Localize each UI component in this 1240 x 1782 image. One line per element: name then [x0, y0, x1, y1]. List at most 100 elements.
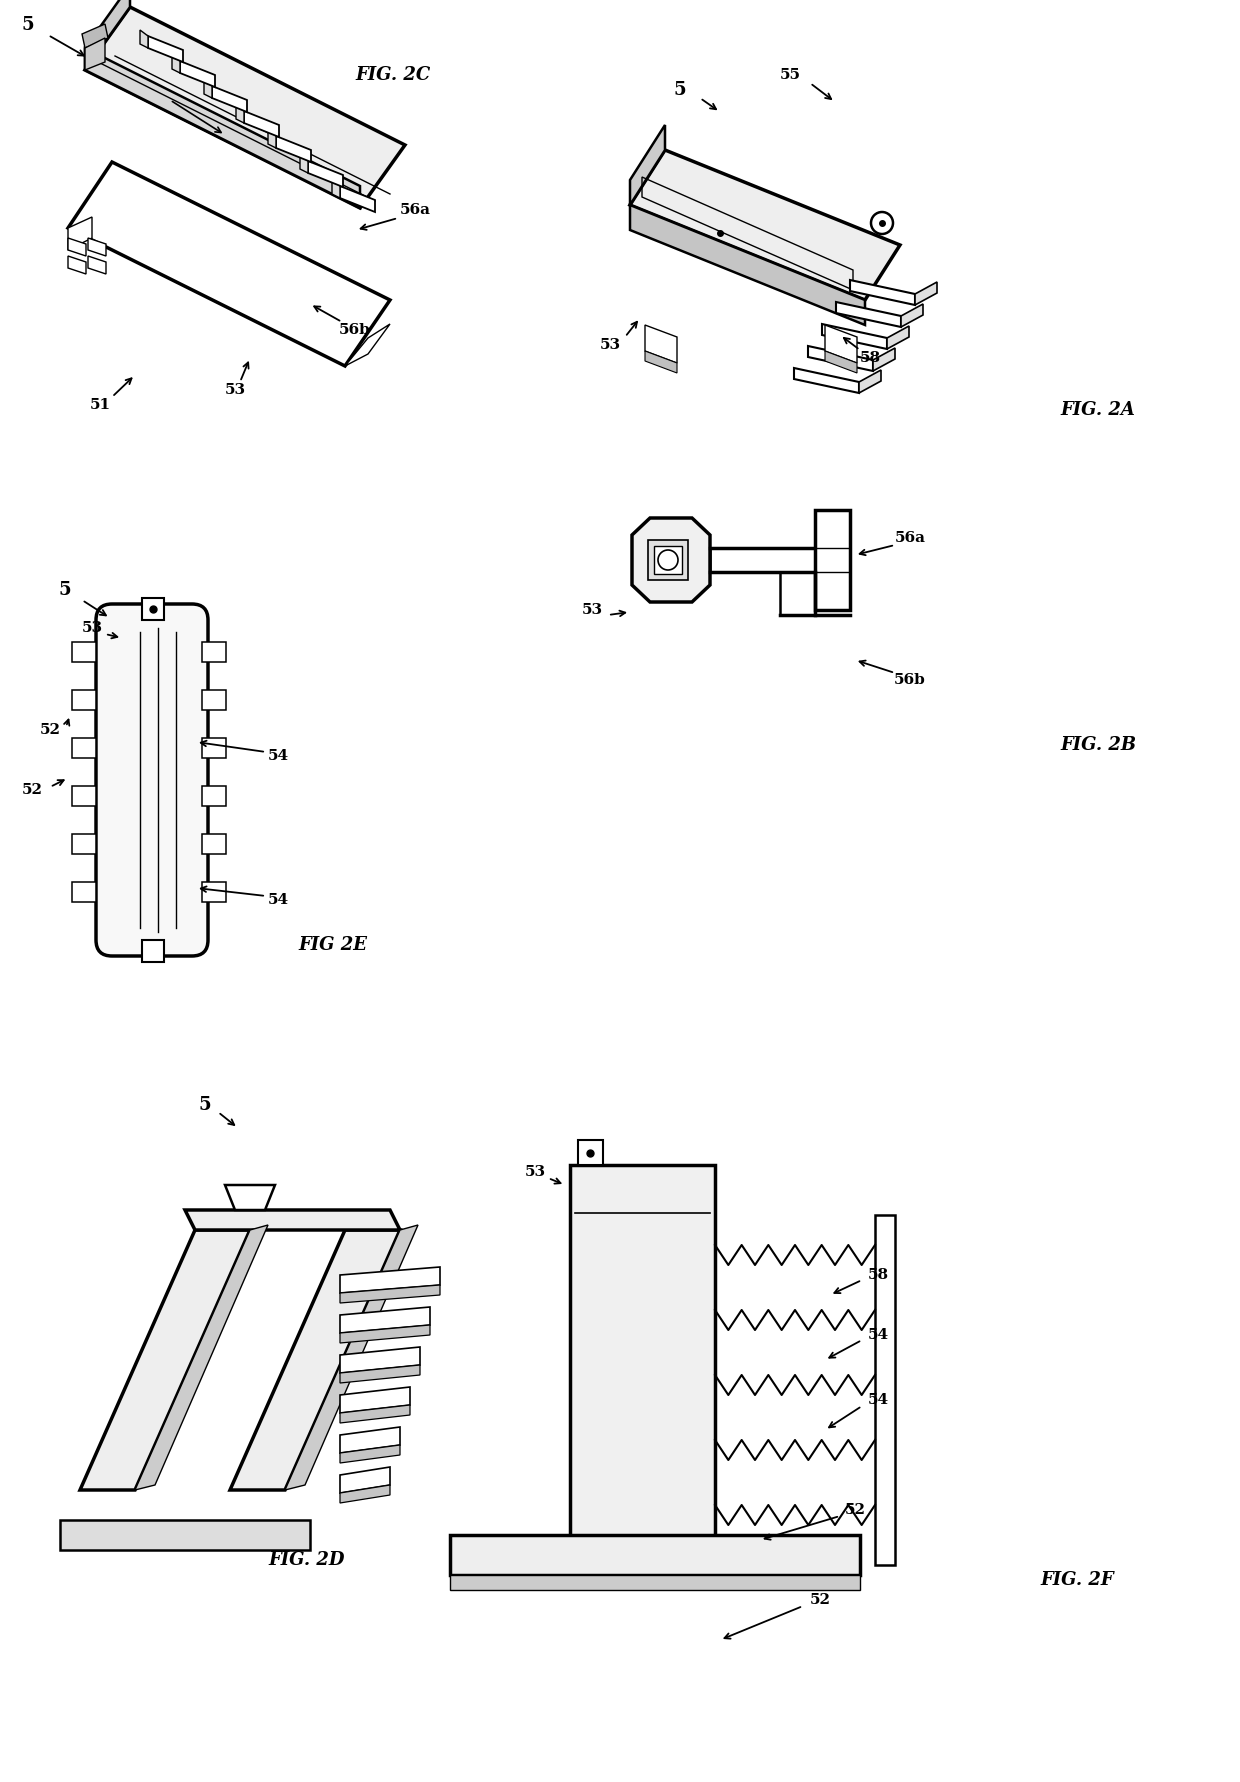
- Polygon shape: [86, 48, 360, 208]
- Bar: [202, 642, 226, 661]
- Polygon shape: [205, 80, 212, 98]
- Text: 5: 5: [198, 1096, 211, 1114]
- Polygon shape: [68, 239, 86, 257]
- Polygon shape: [88, 239, 105, 257]
- Text: 56b: 56b: [339, 323, 371, 337]
- Circle shape: [870, 212, 893, 233]
- Text: 56a: 56a: [399, 203, 430, 217]
- Text: 5: 5: [58, 581, 72, 599]
- Bar: [72, 786, 95, 805]
- Polygon shape: [340, 1445, 401, 1463]
- Polygon shape: [81, 1230, 250, 1490]
- Polygon shape: [873, 347, 895, 371]
- Text: 5: 5: [673, 80, 686, 100]
- Polygon shape: [887, 326, 909, 349]
- Polygon shape: [340, 1467, 391, 1493]
- Polygon shape: [60, 1520, 310, 1550]
- Text: 52: 52: [40, 723, 61, 738]
- Bar: [202, 738, 226, 757]
- Text: 53: 53: [224, 383, 246, 397]
- Polygon shape: [224, 1185, 275, 1210]
- Polygon shape: [340, 185, 374, 212]
- Polygon shape: [172, 55, 180, 73]
- Text: 52: 52: [21, 782, 42, 797]
- Text: FIG 2E: FIG 2E: [298, 936, 367, 953]
- Bar: [649, 540, 688, 579]
- Polygon shape: [340, 1326, 430, 1344]
- Bar: [875, 1215, 895, 1565]
- Bar: [202, 690, 226, 709]
- Polygon shape: [915, 282, 937, 305]
- Polygon shape: [340, 1285, 440, 1303]
- Bar: [450, 1575, 861, 1590]
- Bar: [202, 834, 226, 854]
- Polygon shape: [340, 1427, 401, 1452]
- Bar: [72, 882, 95, 902]
- Polygon shape: [630, 150, 900, 299]
- Polygon shape: [645, 324, 677, 364]
- Text: 58: 58: [868, 1269, 889, 1281]
- Polygon shape: [135, 1224, 268, 1490]
- Polygon shape: [340, 1386, 410, 1413]
- Bar: [143, 939, 164, 962]
- Polygon shape: [794, 369, 859, 394]
- Polygon shape: [229, 1230, 401, 1490]
- Text: 54: 54: [868, 1394, 889, 1408]
- Polygon shape: [68, 257, 86, 274]
- Text: 53: 53: [525, 1165, 546, 1180]
- Polygon shape: [632, 519, 711, 602]
- Text: 54: 54: [268, 893, 289, 907]
- Polygon shape: [148, 36, 184, 62]
- Polygon shape: [836, 301, 901, 328]
- Polygon shape: [825, 324, 857, 364]
- Text: FIG. 2A: FIG. 2A: [1060, 401, 1135, 419]
- Polygon shape: [268, 130, 277, 148]
- Polygon shape: [630, 205, 866, 324]
- Polygon shape: [340, 1365, 420, 1383]
- Text: 5: 5: [21, 16, 35, 34]
- Bar: [815, 510, 849, 609]
- Bar: [72, 738, 95, 757]
- Polygon shape: [86, 37, 105, 69]
- Polygon shape: [277, 135, 311, 162]
- Text: 55: 55: [780, 68, 801, 82]
- Bar: [450, 1534, 861, 1575]
- Text: 52: 52: [844, 1502, 866, 1516]
- Polygon shape: [825, 351, 857, 372]
- Polygon shape: [340, 1404, 410, 1424]
- Polygon shape: [308, 160, 343, 187]
- Bar: [72, 834, 95, 854]
- Text: 51: 51: [89, 397, 110, 412]
- Polygon shape: [185, 1210, 401, 1230]
- Bar: [202, 786, 226, 805]
- Polygon shape: [68, 217, 92, 249]
- Bar: [653, 545, 682, 574]
- Polygon shape: [340, 1347, 420, 1372]
- Polygon shape: [88, 257, 105, 274]
- Polygon shape: [849, 280, 915, 305]
- Polygon shape: [285, 1224, 418, 1490]
- Text: FIG. 2F: FIG. 2F: [1040, 1572, 1114, 1590]
- Polygon shape: [340, 1267, 440, 1294]
- Polygon shape: [630, 125, 665, 205]
- Text: FIG. 2B: FIG. 2B: [1060, 736, 1136, 754]
- Bar: [578, 1140, 603, 1165]
- Polygon shape: [340, 1306, 430, 1333]
- Polygon shape: [332, 180, 340, 198]
- Polygon shape: [300, 155, 308, 173]
- Polygon shape: [244, 110, 279, 137]
- Polygon shape: [86, 7, 405, 208]
- Polygon shape: [82, 23, 108, 48]
- Polygon shape: [236, 105, 244, 123]
- Polygon shape: [345, 324, 391, 365]
- Polygon shape: [340, 1484, 391, 1502]
- Text: 54: 54: [868, 1328, 889, 1342]
- Text: 54: 54: [268, 748, 289, 763]
- Polygon shape: [901, 305, 923, 328]
- Polygon shape: [645, 351, 677, 372]
- Text: 53: 53: [582, 602, 603, 617]
- Polygon shape: [822, 324, 887, 349]
- Text: 53: 53: [82, 620, 103, 634]
- FancyBboxPatch shape: [95, 604, 208, 955]
- Polygon shape: [859, 371, 880, 394]
